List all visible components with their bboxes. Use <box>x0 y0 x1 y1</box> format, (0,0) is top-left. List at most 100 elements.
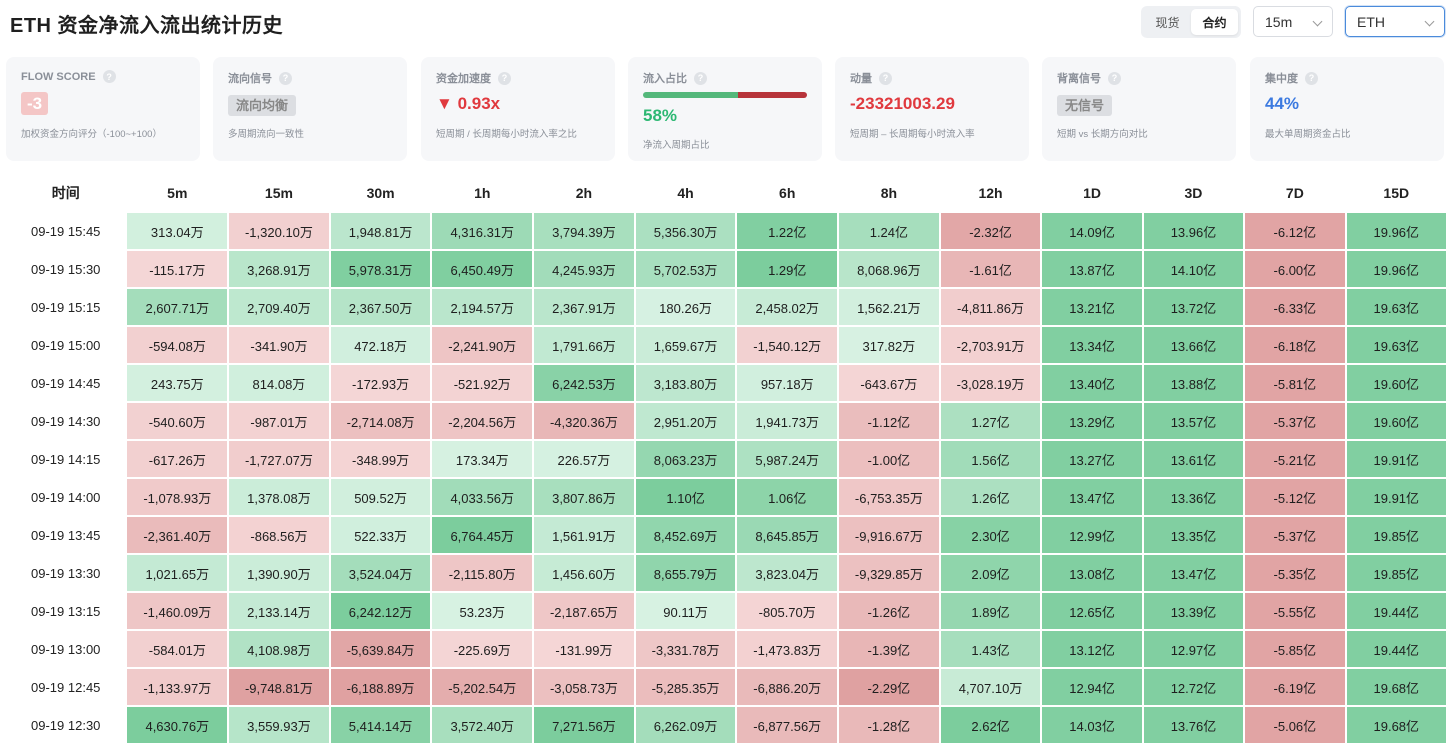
header: ETH 资金净流入流出统计历史 现货 合约 15m ETH <box>0 0 1448 44</box>
help-icon[interactable]: ? <box>1305 71 1318 85</box>
flow-cell: 2,367.50万 <box>330 289 431 325</box>
flow-cell: -5.21亿 <box>1245 441 1345 477</box>
inflow-ratio-value: 58% <box>643 106 678 125</box>
interval-select[interactable]: 15m <box>1253 6 1333 37</box>
flow-cell: 13.29亿 <box>1042 403 1142 439</box>
help-icon[interactable]: ? <box>279 71 292 85</box>
flow-cell: -6,877.56万 <box>737 707 838 743</box>
flow-cell: 1,941.73万 <box>737 403 838 439</box>
card-sub: 短周期 / 长周期每小时流入率之比 <box>436 129 577 140</box>
flow-cell: 6,262.09万 <box>635 707 736 743</box>
flow-cell: -3,058.73万 <box>534 669 634 705</box>
time-cell: 09-19 15:45 <box>6 213 126 249</box>
flow-cell: 19.60亿 <box>1346 365 1446 401</box>
card-sub: 短周期 – 长周期每小时流入率 <box>850 129 975 140</box>
flow-cell: 14.09亿 <box>1042 213 1142 249</box>
flow-cell: 12.99亿 <box>1042 517 1142 553</box>
flow-cell: -9,916.67万 <box>839 517 939 553</box>
help-icon[interactable]: ? <box>102 70 116 83</box>
tab-spot[interactable]: 现货 <box>1155 15 1180 30</box>
flow-cell: 2,367.91万 <box>534 289 634 325</box>
flow-cell: 12.94亿 <box>1042 669 1142 705</box>
flow-cell: 14.10亿 <box>1143 251 1244 287</box>
table-row: 09-19 15:00 -594.08万 -341.90万 472.18万 -2,241… <box>6 327 1446 363</box>
flow-cell: 243.75万 <box>127 365 228 401</box>
flow-cell: -521.92万 <box>432 365 533 401</box>
flow-cell: 19.85亿 <box>1346 517 1446 553</box>
flow-cell: -540.60万 <box>127 403 228 439</box>
flow-cell: 19.96亿 <box>1346 213 1446 249</box>
flow-cell: 1.89亿 <box>940 593 1041 629</box>
flow-cell: 19.68亿 <box>1346 707 1446 743</box>
card-label: 流向信号 <box>228 73 272 85</box>
flow-cell: -1,078.93万 <box>127 479 228 515</box>
flow-cell: 317.82万 <box>839 327 939 363</box>
flow-cell: -115.17万 <box>127 251 228 287</box>
card-label: 资金加速度 <box>436 73 491 85</box>
flow-history-table: 时间 5m 15m 30m 1h 2h 4h 6h 8h 12h 1D 3D 7D 15D 09-19 1… <box>4 173 1448 745</box>
table-row: 09-19 14:45 243.75万 814.08万 -172.93万 -521.92… <box>6 365 1446 401</box>
flow-cell: -3,331.78万 <box>635 631 736 667</box>
flow-cell: -5.37亿 <box>1245 403 1345 439</box>
flow-cell: -2.29亿 <box>839 669 939 705</box>
flow-score-value: -3 <box>21 92 49 115</box>
flow-cell: 19.68亿 <box>1346 669 1446 705</box>
flow-cell: 2.62亿 <box>940 707 1041 743</box>
flow-cell: -4,811.86万 <box>940 289 1041 325</box>
flow-cell: 90.11万 <box>635 593 736 629</box>
flow-cell: -5.35亿 <box>1245 555 1345 591</box>
flow-cell: 1,021.65万 <box>127 555 228 591</box>
symbol-select[interactable]: ETH <box>1345 6 1445 37</box>
flow-cell: -5.55亿 <box>1245 593 1345 629</box>
flow-cell: 5,414.14万 <box>330 707 431 743</box>
card-sub: 短期 vs 长期方向对比 <box>1057 129 1148 140</box>
flow-cell: 19.44亿 <box>1346 631 1446 667</box>
help-icon[interactable]: ? <box>694 71 707 85</box>
flow-cell: 19.63亿 <box>1346 327 1446 363</box>
flow-cell: 19.60亿 <box>1346 403 1446 439</box>
flow-cell: 14.03亿 <box>1042 707 1142 743</box>
flow-cell: -9,329.85万 <box>839 555 939 591</box>
flow-cell: -341.90万 <box>229 327 329 363</box>
symbol-select-value: ETH <box>1357 13 1385 30</box>
flow-cell: 4,707.10万 <box>940 669 1041 705</box>
flow-cell: 4,033.56万 <box>432 479 533 515</box>
flow-cell: 5,987.24万 <box>737 441 838 477</box>
flow-cell: -1.00亿 <box>839 441 939 477</box>
card-label: 动量 <box>850 73 872 85</box>
flow-cell: 509.52万 <box>330 479 431 515</box>
flow-cell: 12.65亿 <box>1042 593 1142 629</box>
flow-cell: 957.18万 <box>737 365 838 401</box>
time-cell: 09-19 14:45 <box>6 365 126 401</box>
flow-cell: 1.26亿 <box>940 479 1041 515</box>
table-row: 09-19 14:15 -617.26万 -1,727.07万 -348.99万 173… <box>6 441 1446 477</box>
flow-cell: -1,727.07万 <box>229 441 329 477</box>
flow-cell: -5,285.35万 <box>635 669 736 705</box>
time-cell: 09-19 13:15 <box>6 593 126 629</box>
interval-select-value: 15m <box>1265 13 1293 30</box>
flow-cell: 2,607.71万 <box>127 289 228 325</box>
help-icon[interactable]: ? <box>1108 71 1121 85</box>
table-row: 09-19 15:45 313.04万 -1,320.10万 1,948.81万 4,3… <box>6 213 1446 249</box>
flow-cell: -348.99万 <box>330 441 431 477</box>
help-icon[interactable]: ? <box>879 71 892 85</box>
flow-cell: -2,204.56万 <box>432 403 533 439</box>
time-cell: 09-19 13:45 <box>6 517 126 553</box>
time-cell: 09-19 15:00 <box>6 327 126 363</box>
flow-cell: -2,115.80万 <box>432 555 533 591</box>
time-cell: 09-19 12:30 <box>6 707 126 743</box>
flow-cell: -617.26万 <box>127 441 228 477</box>
flow-cell: -5.81亿 <box>1245 365 1345 401</box>
flow-cell: -987.01万 <box>229 403 329 439</box>
flow-cell: 4,245.93万 <box>534 251 634 287</box>
flow-cell: 8,655.79万 <box>635 555 736 591</box>
tab-futures[interactable]: 合约 <box>1191 9 1238 35</box>
help-icon[interactable]: ? <box>498 71 511 85</box>
flow-cell: -2.32亿 <box>940 213 1041 249</box>
card-acceleration: 资金加速度? ▼ 0.93x 短周期 / 长周期每小时流入率之比 <box>421 57 615 161</box>
flow-cell: 13.36亿 <box>1143 479 1244 515</box>
flow-cell: 12.97亿 <box>1143 631 1244 667</box>
flow-cell: -3,028.19万 <box>940 365 1041 401</box>
table-row: 09-19 12:30 4,630.76万 3,559.93万 5,414.14万 3,… <box>6 707 1446 743</box>
flow-history-table-wrap[interactable]: 时间 5m 15m 30m 1h 2h 4h 6h 8h 12h 1D 3D 7D 15D 09-19 1… <box>4 173 1448 746</box>
